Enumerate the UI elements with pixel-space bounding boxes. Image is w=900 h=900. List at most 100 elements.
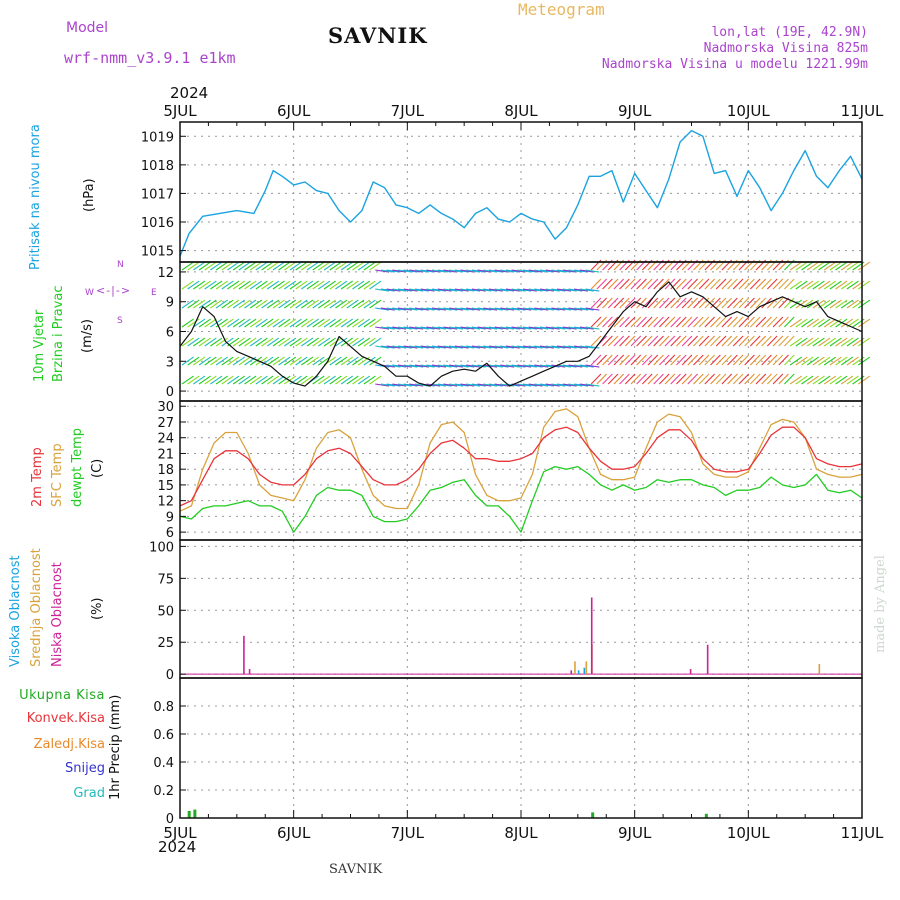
wind-barb	[289, 299, 302, 309]
wind-barb	[727, 373, 738, 385]
wind-barb	[449, 326, 464, 330]
wind-barb	[340, 318, 353, 328]
wind-barb	[562, 345, 577, 349]
wind-barb	[744, 297, 755, 309]
wind-barb	[460, 326, 475, 330]
wind-barb	[715, 373, 727, 385]
cloud-bar	[248, 669, 251, 675]
wind-barb	[761, 316, 772, 328]
wind-barb	[323, 318, 336, 328]
wind-barb	[812, 375, 825, 385]
y-tick-label: 0	[166, 668, 174, 683]
wind-barb	[568, 364, 583, 368]
wind-barb	[562, 307, 577, 311]
wind-barb	[204, 299, 217, 309]
wind-barb	[721, 354, 733, 366]
wind-title: 10m Vjetar Brzina i Pravac	[32, 285, 66, 382]
wind-barb	[386, 269, 401, 273]
wind-barb	[266, 299, 280, 309]
wind-barb	[352, 261, 365, 271]
wind-barb	[375, 383, 390, 387]
wind-barb	[670, 335, 681, 347]
y-tick-label: 0	[166, 812, 174, 827]
wind-barb	[579, 269, 594, 273]
dewpoint-line	[179, 465, 863, 533]
wind-barb	[607, 297, 619, 309]
wind-barb	[278, 299, 291, 309]
wind-barb	[221, 337, 234, 347]
wind-barb	[574, 269, 589, 273]
wind-barb	[539, 269, 554, 273]
wind-barb	[784, 354, 795, 366]
wind-barb	[312, 337, 325, 347]
wind-barb	[261, 299, 274, 309]
wind-barb	[375, 288, 390, 292]
wind-barb	[812, 356, 825, 366]
wind-barb	[295, 356, 308, 366]
compass-e-label: E	[151, 288, 157, 298]
wind-barb	[801, 280, 814, 290]
wind-barb	[647, 354, 659, 366]
wind-barb	[500, 326, 515, 330]
wind-barb	[301, 280, 314, 290]
wind-barb	[483, 326, 498, 330]
wind-barb	[840, 375, 854, 385]
y-tick-label: 50	[157, 604, 174, 619]
wind-barb	[602, 354, 613, 366]
wind-barb	[653, 373, 664, 385]
wind-barb	[761, 278, 772, 290]
wind-barb	[306, 356, 319, 366]
wind-barb	[255, 299, 268, 309]
wind-barb	[795, 261, 808, 271]
year-top: 2024	[170, 84, 209, 102]
wind-barb	[624, 373, 636, 385]
wind-barb	[693, 297, 704, 309]
wind-barb	[789, 280, 802, 290]
wind-barb	[266, 356, 280, 366]
wind-barb	[858, 318, 871, 328]
wind-barb	[704, 316, 716, 328]
wind-barb	[579, 345, 594, 349]
precip-bar	[704, 813, 708, 818]
wind-barb	[454, 307, 469, 311]
wind-barb	[636, 373, 647, 385]
wind-barb	[636, 297, 647, 309]
wind-barb	[755, 373, 767, 385]
wind-barb	[193, 337, 206, 347]
wind-barb	[198, 280, 211, 290]
wind-barb	[539, 383, 554, 387]
wind-barb	[318, 299, 331, 309]
wind-barb	[596, 278, 608, 290]
wind-barb	[289, 337, 302, 347]
wind-barb	[346, 356, 359, 366]
wind-barb	[590, 278, 602, 290]
wind-barb	[772, 316, 784, 328]
wind-barb	[289, 375, 302, 385]
wind-barb	[187, 337, 200, 347]
wind-barb	[249, 261, 263, 271]
wind-barb	[488, 364, 503, 368]
wind-barb	[483, 345, 498, 349]
wind-barb	[732, 297, 744, 309]
wind-barb	[858, 299, 871, 309]
wind-barb	[488, 269, 503, 273]
wind-barb	[386, 345, 401, 349]
wind-barb	[329, 356, 342, 366]
wind-barb	[732, 278, 744, 290]
model-name: wrf-nmm_v3.9.1 e1km	[64, 49, 236, 67]
wind-barb	[340, 375, 353, 385]
wind-barb	[539, 364, 554, 368]
wind-barb	[357, 375, 371, 385]
wind-barb	[283, 356, 297, 366]
y-tick-label: 1016	[141, 216, 174, 231]
wind-barb	[443, 288, 458, 292]
wind-barb	[500, 269, 515, 273]
wind-barb	[454, 288, 469, 292]
wind-barb	[732, 373, 744, 385]
wind-barb	[659, 316, 670, 328]
wind-barb	[676, 316, 687, 328]
lonlat-label: lon,lat (19E, 42.9N)	[711, 25, 868, 40]
wind-barb	[283, 337, 297, 347]
wind-barb	[687, 354, 698, 366]
wind-barb	[494, 345, 509, 349]
